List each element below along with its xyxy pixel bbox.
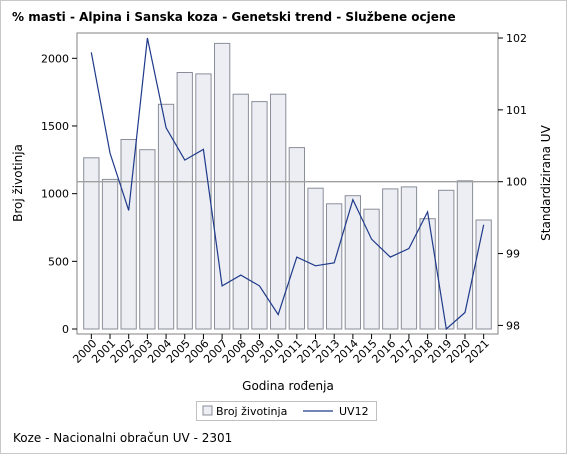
right-axis-ticks: 98 99 100 101 102	[498, 32, 527, 332]
bar	[270, 93, 287, 330]
bar	[438, 189, 455, 330]
legend-line-label: UV12	[339, 405, 369, 418]
legend	[196, 401, 377, 421]
bar	[83, 157, 100, 330]
bar	[120, 139, 137, 330]
left-tick-label: 2000	[41, 52, 69, 65]
bar	[251, 101, 268, 330]
bar	[326, 203, 343, 330]
bar	[307, 187, 324, 330]
y-axis-left-label: Broj životinja	[11, 144, 25, 222]
bar	[288, 147, 306, 330]
bar	[475, 219, 492, 330]
y-axis-right-label: Standardizirana UV	[539, 124, 553, 240]
legend-bar-swatch	[202, 405, 213, 416]
bar	[344, 195, 362, 330]
bar	[176, 72, 193, 330]
right-tick-label: 99	[506, 248, 520, 261]
x-axis-label: Godina rođenja	[242, 379, 334, 393]
bar	[157, 103, 175, 330]
footer-note: Koze - Nacionalni obračun UV - 2301	[13, 431, 232, 445]
left-tick-label: 500	[48, 255, 69, 268]
bar	[101, 178, 119, 330]
uv12-line	[90, 37, 485, 331]
left-tick-label: 1000	[41, 188, 69, 201]
right-tick-label: 98	[506, 319, 520, 332]
right-tick-label: 101	[506, 104, 527, 117]
bar	[232, 93, 249, 330]
legend-bar-label: Broj životinja	[216, 405, 287, 418]
bar	[382, 188, 399, 330]
chart-title: % masti - Alpina i Sanska koza - Genetsk…	[12, 10, 456, 24]
bar	[400, 186, 418, 330]
bar	[195, 73, 212, 330]
bar	[363, 208, 380, 330]
left-tick-label: 1500	[41, 120, 69, 133]
bar	[139, 149, 156, 330]
left-axis-ticks: 0 500 1000 1500 2000	[41, 52, 77, 336]
bar	[456, 180, 474, 330]
right-tick-label: 102	[506, 32, 527, 45]
left-tick-label: 0	[62, 323, 69, 336]
bar	[419, 218, 436, 330]
right-tick-label: 100	[506, 176, 527, 189]
